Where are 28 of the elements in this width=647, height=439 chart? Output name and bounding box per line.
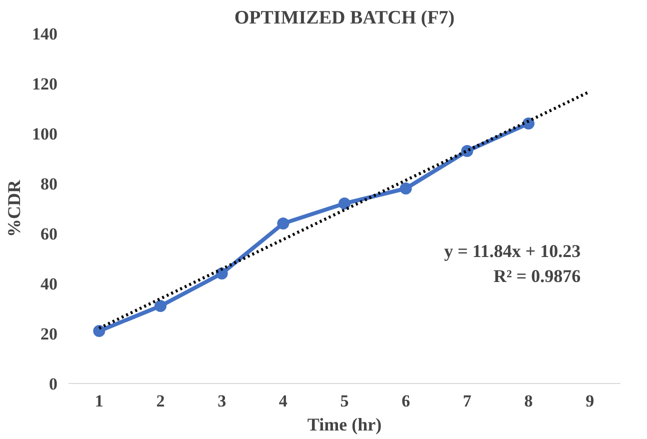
y-tick-label: 40 xyxy=(40,274,58,294)
y-tick-label: 20 xyxy=(40,324,58,344)
y-tick-label: 140 xyxy=(32,24,58,44)
y-tick-label: 80 xyxy=(40,174,58,194)
y-tick-label: 120 xyxy=(32,74,58,94)
x-tick-label: 2 xyxy=(156,392,165,410)
point xyxy=(338,198,350,210)
annotation: R² = 0.9876 xyxy=(493,266,581,286)
x-axis-title: Time (hr) xyxy=(307,414,382,434)
y-tick-label: 100 xyxy=(32,124,58,144)
point xyxy=(216,268,228,280)
point xyxy=(154,300,166,312)
chart-title: OPTIMIZED BATCH (F7) xyxy=(234,8,455,28)
y-tick-label: 60 xyxy=(40,224,58,244)
y-tick-label: 0 xyxy=(49,374,58,394)
x-tick-label: 6 xyxy=(402,392,410,410)
annotation: y = 11.84x + 10.23 xyxy=(444,241,581,261)
x-tick-label: 4 xyxy=(278,392,288,410)
point xyxy=(277,218,290,230)
point xyxy=(93,325,106,337)
x-tick-label: 8 xyxy=(524,392,533,410)
x-tick-label: 3 xyxy=(218,392,226,410)
x-tick-label: 7 xyxy=(462,392,472,410)
x-tick-label: 5 xyxy=(340,392,349,410)
x-tick-label: 9 xyxy=(586,392,594,410)
x-tick-label: 1 xyxy=(94,392,104,410)
point xyxy=(400,182,412,194)
y-axis-title: %CDR xyxy=(4,179,24,237)
